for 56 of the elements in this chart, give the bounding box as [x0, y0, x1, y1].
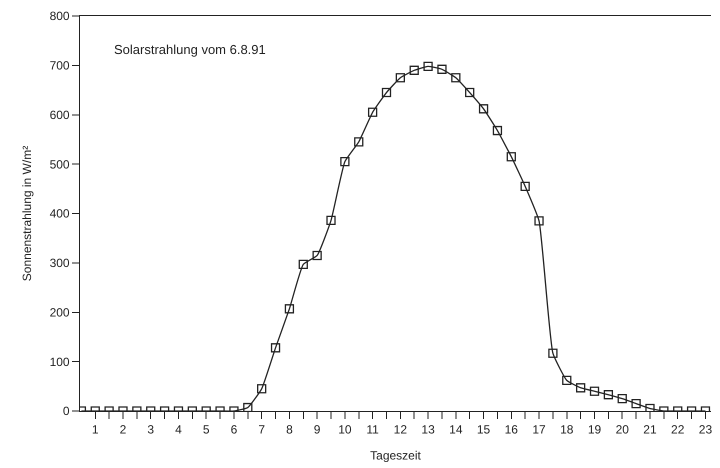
point: [340, 157, 350, 166]
point: [326, 216, 336, 226]
y-tick-label: 600: [50, 108, 70, 122]
x-tick-label: 5: [202, 422, 210, 436]
x-tick-label: 10: [338, 422, 352, 436]
point: [451, 73, 460, 82]
x-tick-label: 18: [560, 422, 574, 436]
x-tick-label: 19: [588, 422, 602, 436]
point: [492, 126, 502, 136]
x-tick-label: 9: [314, 422, 321, 436]
y-tick-label: 800: [50, 9, 70, 24]
x-tick-label: 6: [230, 422, 238, 436]
x-tick-label: 16: [504, 422, 518, 436]
point: [437, 64, 447, 74]
x-tick-label: 12: [394, 422, 408, 436]
x-tick-label: 1: [92, 422, 99, 436]
x-tick-label: 7: [258, 422, 266, 436]
x-tick-label: 17: [532, 422, 546, 436]
x-tick-label: 21: [643, 422, 657, 436]
point: [396, 73, 405, 82]
point: [243, 402, 252, 411]
point: [534, 216, 544, 226]
point: [410, 66, 419, 75]
x-tick-label: 20: [616, 422, 630, 436]
point: [645, 404, 655, 411]
x-tick-label: 22: [671, 422, 685, 436]
x-tick-label: 8: [286, 422, 294, 436]
y-tick-label: 500: [50, 157, 70, 172]
point: [465, 88, 474, 98]
y-tick-label: 300: [50, 256, 70, 270]
x-tick-label: 3: [147, 422, 154, 436]
x-tick-label: 11: [366, 422, 380, 436]
point: [423, 62, 433, 72]
point: [284, 304, 294, 314]
x-tick-label: 15: [476, 422, 491, 436]
point: [506, 152, 516, 162]
x-axis-title: Tageszeit: [370, 448, 422, 462]
point: [354, 137, 364, 147]
point: [382, 88, 392, 98]
x-tick-label: 14: [449, 422, 463, 436]
point: [368, 108, 378, 117]
y-tick-label: 400: [50, 206, 70, 221]
y-tick-label: 0: [62, 404, 70, 418]
point: [478, 104, 488, 114]
y-axis-title: Sonnenstrahlung in W/m²: [20, 146, 34, 282]
y-tick-label: 700: [50, 58, 70, 73]
point: [312, 250, 322, 260]
point: [520, 182, 530, 191]
x-tick-label: 2: [120, 422, 127, 436]
y-tick-label: 200: [50, 305, 70, 320]
x-tick-label: 23: [698, 422, 712, 436]
point: [298, 260, 308, 270]
y-tick-label: 100: [50, 354, 70, 369]
x-tick-label: 4: [175, 422, 182, 436]
x-tick-label: 13: [421, 422, 436, 436]
annotation: Solarstrahlung vom 6.8.91: [114, 42, 266, 57]
